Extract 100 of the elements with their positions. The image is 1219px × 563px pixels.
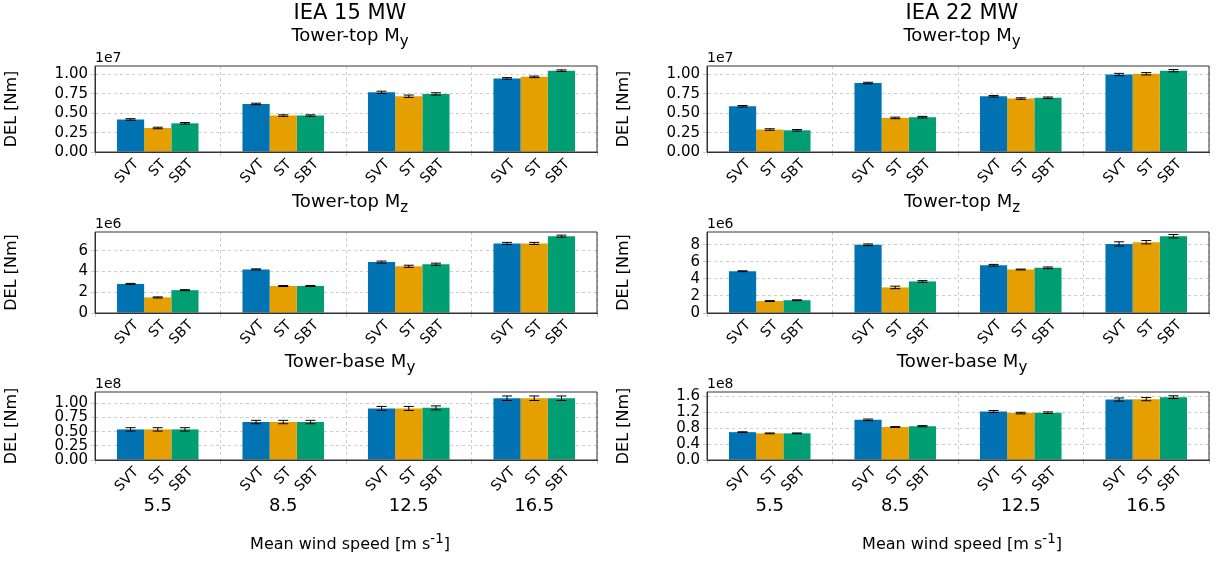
x-axis-title: Mean wind speed [m s$^{-1}$] — [861, 529, 1063, 555]
bar — [547, 397, 576, 460]
bar — [242, 103, 270, 152]
y-tick-label: 0.75 — [54, 406, 88, 425]
text: 1e7 — [95, 48, 122, 65]
bar — [756, 300, 784, 313]
text: ST — [270, 315, 294, 340]
text: ST — [521, 462, 545, 487]
y-axis-title: DEL [Nm] — [612, 233, 632, 311]
x-tick-label: 5.5 — [755, 494, 785, 516]
y-tick-label: 4 — [78, 260, 88, 279]
y-tick-label: 4 — [690, 268, 700, 287]
chart-title: Tower-top M$_{z}$ — [291, 190, 409, 216]
text: ST — [144, 154, 169, 179]
y-axis-title: DEL [Nm] — [612, 387, 632, 464]
text: ST — [882, 315, 906, 340]
bar — [1007, 412, 1035, 460]
text: ST — [395, 315, 420, 340]
bar — [908, 425, 937, 460]
text: ST — [144, 462, 169, 487]
y-tick-label: 0.00 — [666, 141, 700, 160]
text: ST — [1133, 154, 1157, 179]
chart-title: Tower-base M$_{y}$ — [896, 350, 1028, 376]
bar — [520, 397, 548, 460]
bar — [1105, 74, 1133, 152]
bar — [1034, 267, 1062, 313]
y-tick-label: 6 — [78, 240, 88, 259]
bar — [242, 268, 270, 313]
chart-title: Tower-base M$_{y}$ — [284, 350, 416, 376]
y-tick-label: 0.75 — [666, 83, 700, 102]
bar — [783, 299, 811, 313]
y-tick-label: 1.2 — [676, 401, 700, 420]
x-tick-label: 12.5 — [1000, 494, 1041, 516]
bar — [144, 127, 172, 152]
bar — [1132, 398, 1160, 460]
x-tick-label: 16.5 — [1126, 494, 1167, 516]
bar — [116, 119, 145, 152]
bar — [493, 243, 521, 313]
x-tick-label: 16.5 — [514, 494, 555, 516]
text: 1e7 — [707, 48, 734, 65]
bar — [395, 408, 423, 460]
bar — [422, 93, 450, 152]
bar — [144, 297, 172, 313]
y-tick-label: 0 — [690, 302, 700, 321]
y-tick-label: 0 — [78, 302, 88, 321]
bar — [1105, 399, 1133, 460]
text: ST — [1007, 315, 1032, 340]
text: ST — [1007, 462, 1032, 487]
bar — [881, 287, 909, 313]
bar — [547, 70, 576, 152]
y-tick-label: 0.00 — [54, 141, 88, 160]
bar — [367, 261, 396, 313]
x-tick-label: 8.5 — [268, 494, 298, 516]
bar — [1034, 412, 1062, 460]
chart-subtitle: Tower-top M$_{y}$ — [903, 24, 1021, 50]
y-tick-label: 0.00 — [54, 449, 88, 468]
y-tick-label: 0.75 — [54, 83, 88, 102]
y-axis-title: DEL [Nm] — [612, 70, 632, 147]
bar — [269, 285, 297, 313]
bar — [171, 289, 199, 313]
y-tick-label: 6 — [690, 251, 700, 270]
bar — [881, 426, 909, 460]
text: ST — [270, 154, 294, 179]
y-tick-label: 0.25 — [666, 122, 700, 141]
chart-title: IEA 22 MW — [904, 0, 1020, 24]
bar — [395, 265, 423, 313]
bar — [422, 263, 450, 313]
y-axis-title: DEL [Nm] — [0, 387, 20, 464]
bar — [1159, 235, 1188, 313]
text: ST — [882, 462, 906, 487]
text: ST — [756, 462, 781, 487]
chart-title: Tower-top M$_{z}$ — [903, 190, 1021, 216]
bar — [728, 270, 757, 313]
x-tick-label: 5.5 — [143, 494, 173, 516]
bar — [520, 76, 548, 152]
bar — [1007, 98, 1035, 152]
chart-subtitle: Tower-top M$_{y}$ — [291, 24, 409, 50]
bar — [783, 432, 811, 460]
y-tick-label: 0.8 — [676, 417, 700, 436]
bar — [979, 95, 1008, 152]
bar — [296, 285, 325, 313]
text: ST — [395, 462, 420, 487]
y-tick-label: 0.50 — [666, 102, 700, 121]
bar — [269, 421, 297, 460]
x-tick-label: 12.5 — [388, 494, 429, 516]
bar — [728, 431, 757, 460]
bar — [367, 91, 396, 152]
bar — [1105, 243, 1133, 313]
bar — [144, 428, 172, 460]
bar — [854, 82, 882, 152]
bar — [171, 428, 199, 460]
x-axis-title: Mean wind speed [m s$^{-1}$] — [249, 529, 451, 555]
y-tick-label: 1.00 — [54, 64, 88, 83]
bar — [547, 235, 576, 313]
text: ST — [521, 154, 545, 179]
y-axis-title: DEL [Nm] — [0, 70, 20, 147]
text: ST — [882, 154, 906, 179]
bar — [854, 419, 882, 460]
text: ST — [144, 315, 169, 340]
bar — [1132, 73, 1160, 152]
